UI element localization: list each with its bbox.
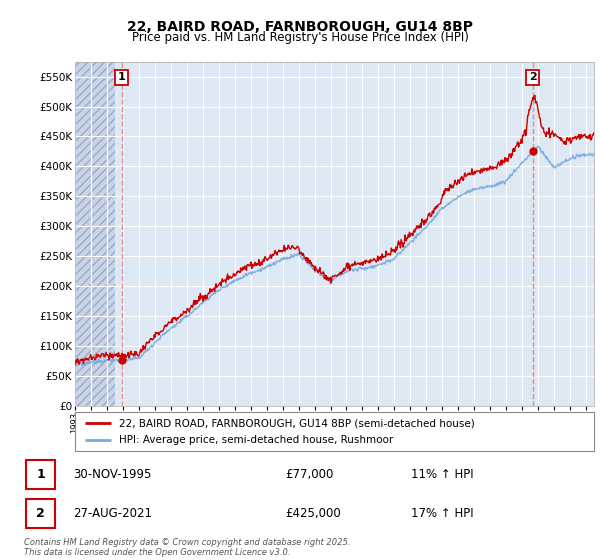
Text: 30-NOV-1995: 30-NOV-1995 xyxy=(74,468,152,481)
Text: 22, BAIRD ROAD, FARNBOROUGH, GU14 8BP (semi-detached house): 22, BAIRD ROAD, FARNBOROUGH, GU14 8BP (s… xyxy=(119,418,475,428)
Text: 1: 1 xyxy=(36,468,45,481)
Text: 11% ↑ HPI: 11% ↑ HPI xyxy=(412,468,474,481)
Text: Contains HM Land Registry data © Crown copyright and database right 2025.
This d: Contains HM Land Registry data © Crown c… xyxy=(24,538,350,557)
Text: £425,000: £425,000 xyxy=(285,507,341,520)
Text: 22, BAIRD ROAD, FARNBOROUGH, GU14 8BP: 22, BAIRD ROAD, FARNBOROUGH, GU14 8BP xyxy=(127,20,473,34)
Text: £77,000: £77,000 xyxy=(285,468,333,481)
Text: 17% ↑ HPI: 17% ↑ HPI xyxy=(412,507,474,520)
Text: HPI: Average price, semi-detached house, Rushmoor: HPI: Average price, semi-detached house,… xyxy=(119,435,394,445)
Text: 27-AUG-2021: 27-AUG-2021 xyxy=(74,507,152,520)
Text: 2: 2 xyxy=(529,72,536,82)
Bar xyxy=(75,62,115,406)
Text: 2: 2 xyxy=(36,507,45,520)
FancyBboxPatch shape xyxy=(75,412,594,451)
FancyBboxPatch shape xyxy=(26,460,55,489)
Text: 1: 1 xyxy=(118,72,125,82)
FancyBboxPatch shape xyxy=(26,500,55,529)
Text: Price paid vs. HM Land Registry's House Price Index (HPI): Price paid vs. HM Land Registry's House … xyxy=(131,31,469,44)
